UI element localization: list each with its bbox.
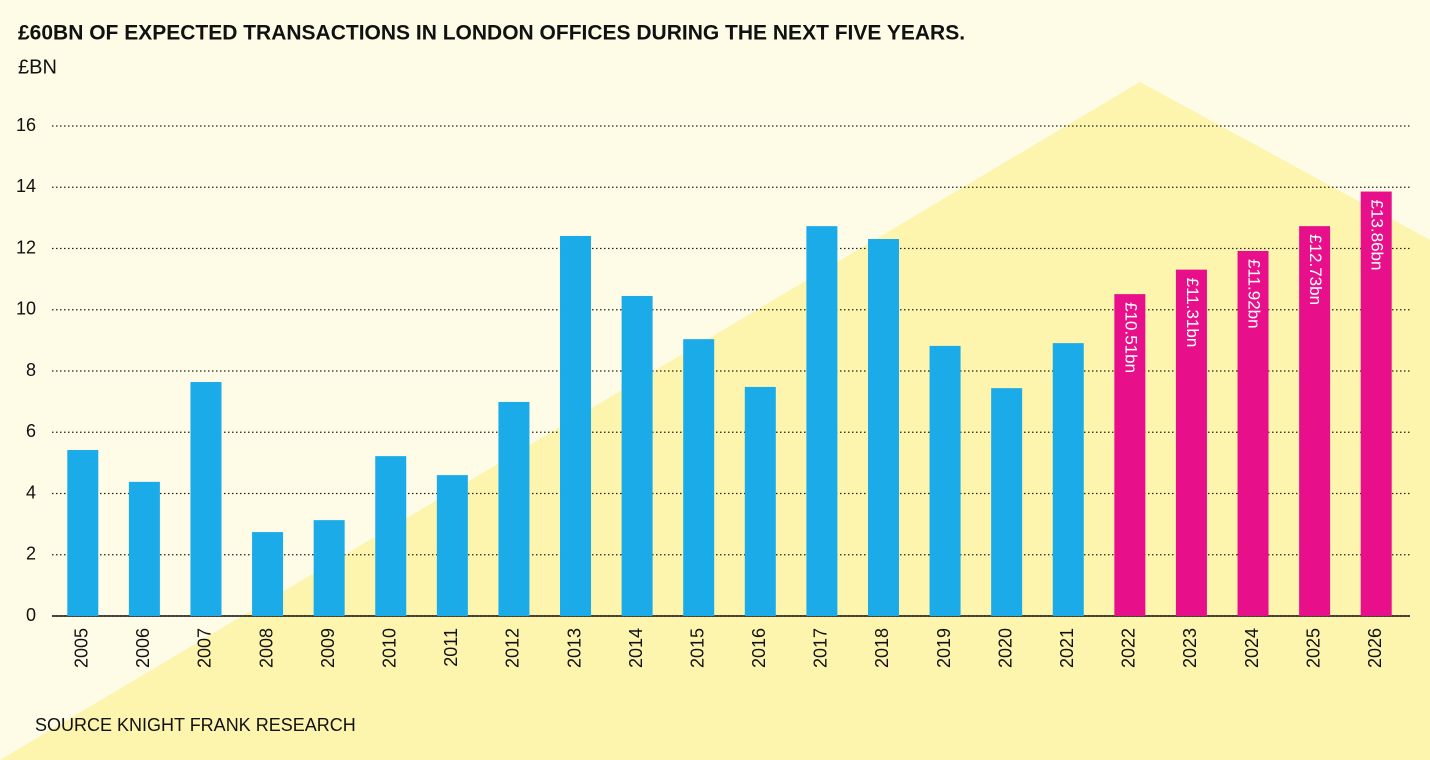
y-tick-label: 4 <box>26 482 36 502</box>
x-tick-label: 2006 <box>133 628 153 668</box>
y-tick-label: 10 <box>16 299 36 319</box>
value-label: £11.31bn <box>1183 278 1202 348</box>
y-tick-label: 2 <box>26 544 36 564</box>
y-tick-label: 12 <box>16 237 36 257</box>
x-tick-label: 2005 <box>72 628 92 668</box>
value-label: £10.51bn <box>1121 302 1140 373</box>
y-axis-label: £BN <box>18 56 57 78</box>
value-label: £13.86bn <box>1368 200 1387 271</box>
x-tick-label: 2021 <box>1057 628 1077 668</box>
bar <box>867 239 899 616</box>
bar <box>128 481 160 616</box>
x-tick-label: 2011 <box>441 628 461 667</box>
x-tick-label: 2015 <box>687 628 707 668</box>
x-tick-label: 2009 <box>318 628 338 668</box>
bar <box>190 382 222 616</box>
x-tick-label: 2014 <box>626 628 646 668</box>
x-tick-label: 2012 <box>503 628 523 668</box>
bar <box>498 401 530 616</box>
source-note: SOURCE KNIGHT FRANK RESEARCH <box>35 715 356 735</box>
bar <box>744 386 776 616</box>
x-tick-label: 2007 <box>195 628 215 668</box>
bar <box>1052 343 1084 616</box>
y-tick-label: 14 <box>16 176 36 196</box>
x-tick-label: 2017 <box>811 628 831 668</box>
y-tick-label: 6 <box>26 421 36 441</box>
x-tick-label: 2019 <box>934 628 954 668</box>
y-tick-label: 16 <box>16 115 36 135</box>
x-tick-label: 2013 <box>564 628 584 668</box>
y-tick-label: 0 <box>26 605 36 625</box>
x-tick-label: 2024 <box>1242 628 1262 668</box>
x-tick-label: 2025 <box>1303 628 1323 668</box>
bar <box>436 475 468 616</box>
bar <box>313 520 345 616</box>
y-tick-label: 8 <box>26 360 36 380</box>
value-label: £12.73bn <box>1306 234 1325 305</box>
bar <box>683 339 715 616</box>
value-label: £11.92bn <box>1245 259 1264 329</box>
bar <box>929 345 961 616</box>
bar <box>1237 250 1269 616</box>
bar <box>560 235 592 616</box>
bar <box>1114 294 1146 616</box>
x-tick-label: 2023 <box>1180 628 1200 668</box>
bar <box>252 532 284 616</box>
x-tick-label: 2026 <box>1365 628 1385 668</box>
bar <box>1175 269 1207 616</box>
bar <box>1360 191 1392 616</box>
chart-title: £60BN OF EXPECTED TRANSACTIONS IN LONDON… <box>18 22 965 45</box>
bar <box>806 226 838 617</box>
x-tick-label: 2008 <box>256 628 276 668</box>
x-tick-label: 2016 <box>749 628 769 668</box>
bar <box>621 295 653 616</box>
bar <box>375 456 407 616</box>
bar <box>1299 226 1331 617</box>
bar <box>991 388 1023 616</box>
x-tick-label: 2010 <box>380 628 400 668</box>
x-tick-label: 2018 <box>872 628 892 668</box>
x-tick-label: 2020 <box>995 628 1015 668</box>
bar <box>67 450 99 616</box>
x-tick-label: 2022 <box>1119 628 1139 668</box>
